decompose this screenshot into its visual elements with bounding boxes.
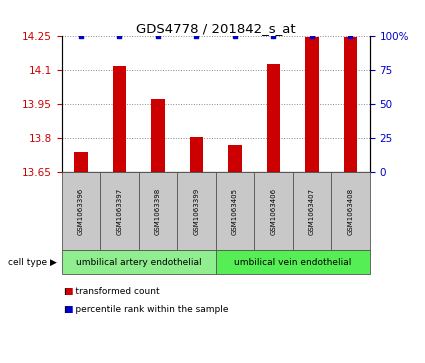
Text: GSM1063406: GSM1063406 [270,188,276,235]
Text: GSM1063396: GSM1063396 [78,188,84,235]
Text: GSM1063407: GSM1063407 [309,188,315,235]
Bar [74,152,88,172]
Bar [151,99,164,172]
Bar [113,66,126,172]
Title: GDS4778 / 201842_s_at: GDS4778 / 201842_s_at [136,22,295,35]
Bar [305,37,319,172]
Point [347,33,354,39]
Point [155,33,162,39]
Text: GSM1063399: GSM1063399 [193,188,199,235]
Text: GSM1063397: GSM1063397 [116,188,122,235]
Text: GSM1063405: GSM1063405 [232,188,238,235]
Bar [228,145,242,172]
Text: umbilical artery endothelial: umbilical artery endothelial [76,258,201,267]
Point [232,33,238,39]
Text: ■: ■ [64,305,72,314]
Point [309,33,315,39]
Text: umbilical vein endothelial: umbilical vein endothelial [234,258,351,267]
Bar [267,64,280,172]
Point [270,33,277,39]
Text: ■: ■ [64,287,72,296]
Point [77,33,84,39]
Text: ■ transformed count: ■ transformed count [64,287,159,296]
Text: GSM1063398: GSM1063398 [155,188,161,235]
Point [193,33,200,39]
Text: ■ percentile rank within the sample: ■ percentile rank within the sample [64,305,228,314]
Text: GSM1063408: GSM1063408 [348,188,354,235]
Text: cell type ▶: cell type ▶ [8,258,57,267]
Bar [344,37,357,172]
Bar [190,137,203,172]
Point [116,33,123,39]
